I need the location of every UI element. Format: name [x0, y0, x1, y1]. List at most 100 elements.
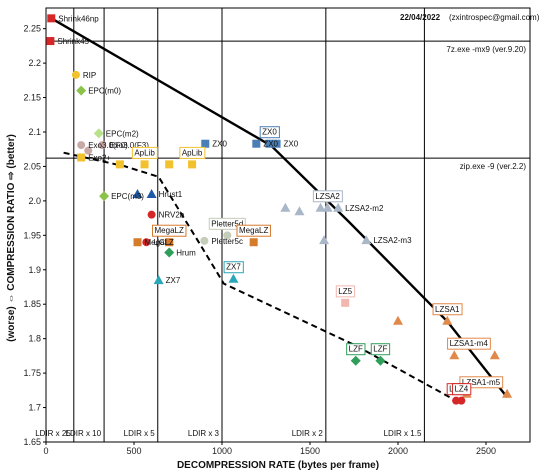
ref-hline-label: 7z.exe -mx9 (ver.9.20): [446, 45, 526, 54]
data-label: ZX0: [263, 140, 278, 149]
data-point-diamond: [93, 128, 104, 139]
frontier-dashed-line: [63, 151, 457, 402]
data-label: LZSA1-m5: [462, 378, 501, 387]
data-label: Exo2+: [88, 153, 111, 162]
data-label: Shrink46np: [58, 14, 99, 23]
data-point-square: [77, 153, 86, 162]
ref-hline-label: zip.exe -9 (ver.2.2): [460, 162, 527, 171]
y-tick-label: 1.8: [28, 334, 41, 344]
data-label: LZSA2-m3: [373, 236, 412, 245]
y-tick-label: 1.7: [28, 403, 41, 413]
ref-vline-label: LDIR x 5: [124, 429, 156, 438]
data-label: Hrust1: [159, 190, 183, 199]
y-axis-title: (worse) ⇔ COMPRESSION RATIO ⇨ (better): [6, 134, 17, 342]
y-tick-label: 1.65: [23, 437, 41, 447]
data-point-square: [140, 160, 149, 169]
data-label: LZSA2: [315, 192, 340, 201]
data-label: LZ5: [338, 287, 352, 296]
data-point-triangle: [315, 202, 326, 212]
data-label: LZSA1: [435, 305, 460, 314]
x-tick-label: 1500: [300, 446, 320, 456]
data-label: UCL: [153, 238, 170, 247]
ref-vline-label: LDIR x 2: [292, 429, 324, 438]
data-label: ZX0: [284, 140, 299, 149]
data-label: MegaLZ: [145, 238, 174, 247]
data-point-square: [201, 139, 210, 148]
data-point-diamond: [375, 355, 386, 366]
data-point-square: [165, 160, 174, 169]
data-point-circle: [457, 396, 466, 405]
data-point-circle: [147, 210, 156, 219]
data-point-square: [265, 139, 274, 148]
data-label: EPC(m3): [111, 192, 144, 201]
data-label: NRV2b: [159, 211, 185, 220]
data-point-square: [272, 139, 281, 148]
data-label: LZSA2-m2: [345, 204, 384, 213]
header-contact: (zxintrospec@gmail.com): [449, 13, 540, 22]
y-tick-label: 2.15: [23, 93, 41, 103]
data-label-box: [259, 126, 280, 139]
data-point-diamond: [164, 247, 175, 258]
data-point-circle: [200, 236, 209, 245]
x-tick-label: 500: [126, 446, 141, 456]
data-label: LZF: [373, 345, 387, 354]
data-label-box: [335, 285, 356, 298]
data-label-box: [179, 146, 206, 159]
data-point-square: [47, 14, 56, 23]
y-tick-label: 1.9: [28, 265, 41, 275]
data-label: Hrum: [176, 249, 196, 258]
data-point-circle: [142, 238, 151, 247]
data-point-triangle: [489, 350, 500, 360]
y-tick-label: 2.05: [23, 161, 41, 171]
y-tick-label: 2.1: [28, 127, 41, 137]
data-point-circle: [98, 141, 107, 150]
data-label: LZSA1-m4: [450, 339, 489, 348]
data-point-triangle: [322, 202, 333, 212]
y-tick-label: 1.75: [23, 368, 41, 378]
y-tick-label: 1.85: [23, 299, 41, 309]
data-point-circle: [71, 70, 80, 79]
data-label-box: [236, 224, 271, 237]
data-point-circle: [77, 141, 86, 150]
data-label: ZX0: [262, 128, 277, 137]
data-point-square: [249, 238, 258, 247]
data-label-box: [208, 217, 246, 230]
plot-frame: [45, 7, 531, 443]
data-point-diamond: [99, 191, 110, 202]
y-tick-label: 2.25: [23, 24, 41, 34]
x-tick-label: 0: [43, 446, 48, 456]
data-label: Shrink45: [57, 37, 89, 46]
data-point-diamond: [76, 85, 87, 96]
data-point-triangle: [442, 315, 453, 325]
y-tick-label: 1.95: [23, 230, 41, 240]
data-label: LZ4: [454, 385, 468, 394]
data-label: ApLib: [182, 148, 203, 157]
data-point-circle: [223, 231, 232, 240]
x-tick-label: 2000: [388, 446, 408, 456]
data-label-box: [346, 343, 366, 356]
data-label: MegaLZ: [155, 226, 184, 235]
data-point-triangle: [294, 206, 305, 216]
data-label: EPC(m0): [88, 87, 121, 96]
x-tick-label: 1000: [212, 446, 232, 456]
ref-vline-label: LDIR x 25: [35, 429, 71, 438]
data-point-square: [115, 160, 124, 169]
ref-vline-label: LDIR x 10: [66, 429, 102, 438]
data-point-square: [341, 298, 350, 307]
data-label-box: [223, 261, 244, 274]
data-label-box: [432, 303, 463, 316]
data-point-triangle: [228, 273, 239, 283]
data-point-triangle: [319, 235, 330, 245]
y-tick-label: 2.2: [28, 58, 41, 68]
y-tick-label: 2.0: [28, 196, 41, 206]
data-label: EPC(m2): [106, 129, 139, 138]
data-label-box: [370, 343, 391, 356]
x-axis-title: DECOMPRESSION RATE (bytes per frame): [177, 460, 379, 471]
data-point-triangle: [502, 388, 513, 398]
header-date: 22/04/2022: [400, 13, 441, 22]
data-label-box: [447, 337, 491, 350]
x-tick-label: 2500: [476, 446, 496, 456]
data-label: LZF: [349, 345, 363, 354]
